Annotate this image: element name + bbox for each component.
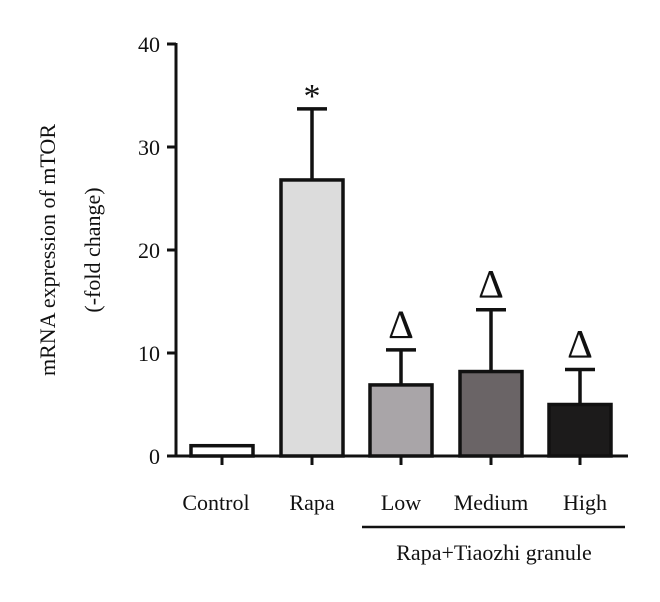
group-bracket: Rapa+Tiaozhi granule	[362, 525, 625, 565]
y-axis: 0 10 20 30 40	[138, 32, 178, 469]
x-category-label: Low	[381, 490, 421, 515]
group-label: Rapa+Tiaozhi granule	[396, 540, 592, 565]
x-category-label: Medium	[454, 490, 529, 515]
y-axis-title: mRNA expression of mTOR (-fold change)	[35, 124, 105, 376]
bars: * Δ Δ Δ	[189, 78, 613, 458]
y-axis-label-line2: (-fold change)	[80, 187, 105, 312]
y-axis-label-line1: mRNA expression of mTOR	[35, 124, 60, 376]
significance-marker: Δ	[567, 321, 593, 366]
y-tick-label: 40	[138, 32, 160, 57]
bar-high	[547, 402, 613, 458]
significance-marker: Δ	[388, 302, 414, 347]
bar-medium	[458, 369, 524, 458]
y-tick-label: 20	[138, 238, 160, 263]
bar-rapa	[279, 178, 345, 458]
x-category-label: High	[563, 490, 607, 515]
bar-low	[368, 383, 434, 458]
significance-marker: Δ	[478, 262, 504, 307]
x-category-label: Control	[182, 490, 249, 515]
y-tick-label: 0	[149, 444, 160, 469]
significance-marker: *	[304, 78, 321, 115]
category-labels: Control Rapa Low Medium High	[182, 490, 607, 515]
y-tick-label: 30	[138, 135, 160, 160]
y-tick-label: 10	[138, 341, 160, 366]
x-category-label: Rapa	[289, 490, 334, 515]
bar-control	[189, 443, 255, 458]
